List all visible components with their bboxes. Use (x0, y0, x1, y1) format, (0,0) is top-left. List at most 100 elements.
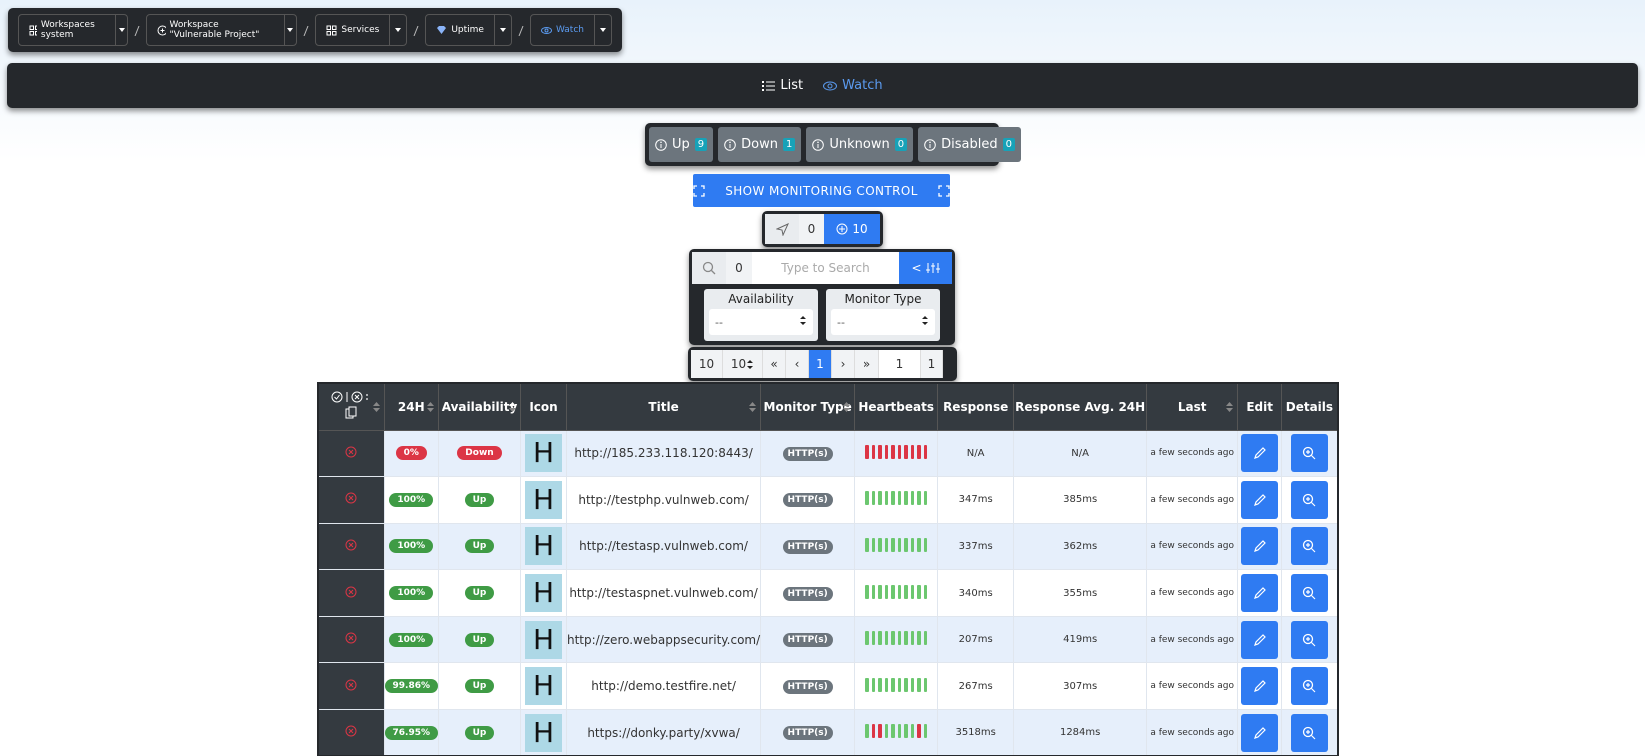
edit-button[interactable] (1241, 527, 1279, 566)
remove-icon (345, 679, 357, 691)
heartbeat (917, 537, 921, 552)
edit-button[interactable] (1241, 620, 1279, 659)
details-button[interactable] (1290, 574, 1328, 613)
heartbeat (910, 631, 915, 646)
select-cell[interactable] (317, 429, 385, 478)
select-cell[interactable] (317, 615, 385, 664)
page-page-size[interactable]: 10 (723, 350, 763, 378)
counter-group: 0 10 (762, 211, 883, 247)
status-button[interactable]: Disabled 0 (918, 127, 1021, 162)
uptime-badge: 100% (389, 539, 434, 554)
page-last[interactable]: » (855, 350, 879, 378)
details-icon (1303, 447, 1316, 460)
status-label: Up (672, 137, 690, 152)
details-button[interactable] (1290, 667, 1328, 706)
sort-arrows (372, 402, 380, 412)
edit-button[interactable] (1241, 574, 1279, 613)
arrows (747, 359, 754, 369)
crumb-link: Workspaces system (19, 15, 116, 45)
crumb-dropdown[interactable] (390, 25, 406, 35)
heartbeat (878, 677, 882, 692)
response-cell: 337ms (937, 522, 1015, 571)
heartbeat (904, 584, 908, 599)
crumb-label: Uptime (451, 25, 484, 35)
details-button[interactable] (1290, 620, 1328, 659)
nav-bar: List Watch (7, 63, 1638, 108)
nav-label: Watch (842, 78, 883, 93)
edit-cell (1237, 569, 1283, 617)
crumb-dropdown[interactable] (285, 25, 297, 35)
page-current[interactable]: 1 (809, 350, 832, 378)
status-button[interactable]: Down 1 (718, 127, 802, 162)
select-cell[interactable] (317, 569, 385, 617)
status-button[interactable]: Unknown 0 (806, 127, 914, 162)
send-icon[interactable] (765, 214, 799, 244)
breadcrumb-item[interactable]: Workspaces system (18, 14, 129, 46)
uptime-cell: 0% (383, 429, 439, 478)
page-goto[interactable]: 1 (879, 350, 921, 378)
crumb-icon (540, 26, 552, 34)
details-button[interactable] (1290, 480, 1328, 519)
heartbeat (923, 584, 928, 599)
details-button[interactable] (1290, 434, 1328, 473)
details-button[interactable] (1290, 713, 1328, 752)
monitoring-button[interactable]: SHOW MONITORING CONTROL (693, 174, 950, 207)
title-cell: http://testphp.vulnweb.com/ (565, 476, 762, 524)
status-cell: Up (438, 709, 521, 756)
column-header[interactable]: Title (565, 382, 762, 431)
select-cell[interactable] (317, 522, 385, 571)
nav-list[interactable]: List (762, 78, 803, 93)
counter-add[interactable]: 10 (824, 214, 880, 244)
status-label: Down (741, 137, 778, 152)
uptime-badge: 100% (389, 586, 434, 601)
heartbeat (871, 677, 876, 692)
crumb-dropdown[interactable] (116, 25, 128, 35)
heartbeat-cell (854, 662, 939, 711)
edit-button[interactable] (1241, 713, 1279, 752)
breadcrumb-item[interactable]: Workspace "Vulnerable Project" (146, 14, 298, 46)
filter-select[interactable]: -- (831, 309, 935, 335)
breadcrumb-item[interactable]: Uptime (425, 14, 512, 46)
filter-select[interactable]: -- (709, 309, 813, 335)
crumb-dropdown[interactable] (495, 25, 511, 35)
select-cell[interactable] (317, 476, 385, 524)
edit-button[interactable] (1241, 434, 1279, 473)
page-first[interactable]: « (763, 350, 786, 378)
heartbeat-cell (854, 615, 939, 664)
search-input[interactable]: Type to Search (752, 252, 899, 284)
details-cell (1281, 615, 1339, 664)
column-header[interactable]: Monitor Type (760, 382, 856, 431)
heartbeat (865, 631, 869, 646)
edit-button[interactable] (1241, 667, 1279, 706)
caret (600, 28, 606, 32)
last-cell: a few seconds ago (1146, 569, 1239, 617)
nav-watch[interactable]: Watch (823, 78, 883, 93)
column-header: Edit (1237, 382, 1283, 431)
edit-cell (1237, 709, 1283, 756)
status-button[interactable]: Up 9 (649, 127, 714, 162)
column-header[interactable]: 24H (383, 382, 439, 431)
heartbeat (891, 724, 895, 739)
column-header[interactable]: Last (1146, 382, 1239, 431)
filter-toggle[interactable]: < (899, 252, 952, 284)
edit-button[interactable] (1241, 480, 1279, 519)
column-header[interactable]: Availability (438, 382, 521, 431)
crumb-dropdown[interactable] (595, 25, 611, 35)
heartbeat (904, 631, 908, 646)
select-cell[interactable] (317, 662, 385, 711)
title-cell: http://185.233.118.120:8443/ (565, 429, 762, 478)
last-cell: a few seconds ago (1146, 615, 1239, 664)
response-cell: 340ms (937, 569, 1015, 617)
select-cell[interactable] (317, 709, 385, 756)
breadcrumb-item[interactable]: Watch (529, 14, 612, 46)
breadcrumb-item[interactable]: Services (315, 14, 408, 46)
select-icons (331, 391, 369, 403)
last-cell: a few seconds ago (1146, 476, 1239, 524)
details-button[interactable] (1290, 527, 1328, 566)
separator (518, 21, 524, 40)
edit-icon (1253, 633, 1266, 646)
search-count: 0 (726, 252, 752, 284)
heartbeat (884, 584, 889, 599)
page-next[interactable]: › (832, 350, 855, 378)
page-prev[interactable]: ‹ (786, 350, 809, 378)
